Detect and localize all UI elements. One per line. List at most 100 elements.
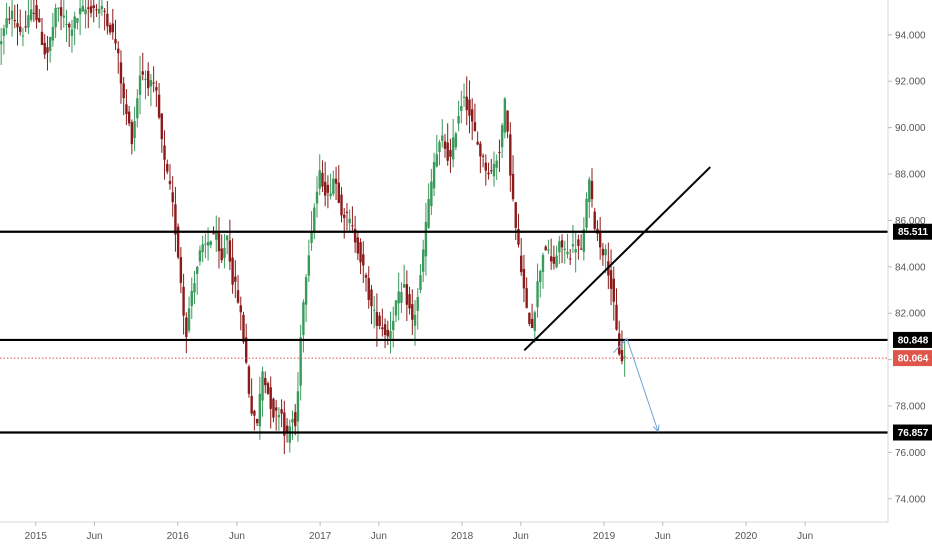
- y-axis-background: [888, 0, 932, 550]
- candle-body: [190, 290, 193, 306]
- candle: [375, 293, 379, 347]
- candle-body: [294, 412, 297, 427]
- candle-body: [51, 26, 55, 41]
- candle: [255, 418, 259, 427]
- candle: [179, 247, 183, 294]
- candle-body: [419, 275, 422, 290]
- candle: [362, 241, 365, 283]
- candle: [8, 6, 11, 25]
- candle: [264, 371, 267, 394]
- y-tick-label: 78.000: [895, 402, 926, 413]
- candle-body: [400, 292, 403, 303]
- candle-body: [402, 284, 406, 288]
- candle: [84, 0, 87, 29]
- candle-body: [547, 249, 550, 251]
- candle-body: [258, 393, 262, 427]
- candle: [16, 3, 19, 46]
- candle: [48, 36, 52, 63]
- candle: [424, 202, 428, 276]
- candle-body: [329, 193, 332, 197]
- candle-body: [620, 350, 624, 362]
- candle-body: [255, 418, 259, 424]
- level-price-badge: [893, 424, 932, 441]
- candle-body: [40, 31, 44, 45]
- candle: [421, 239, 425, 283]
- candle: [604, 244, 607, 274]
- candle-body: [416, 296, 419, 311]
- candle: [294, 404, 297, 436]
- candle: [190, 277, 193, 320]
- candle: [530, 303, 534, 329]
- candle: [223, 233, 226, 269]
- candle-body: [623, 356, 626, 358]
- candle-body: [130, 122, 134, 145]
- candle-body: [353, 228, 357, 243]
- candle-body: [454, 133, 458, 148]
- y-tick-label: 90.000: [895, 123, 926, 134]
- level-price-badge: [893, 331, 932, 348]
- candle-body: [522, 268, 526, 289]
- x-tick-label: 2020: [735, 531, 758, 542]
- candle: [193, 270, 196, 305]
- candle-body: [24, 26, 27, 28]
- candle: [163, 130, 166, 180]
- candle-body: [544, 246, 547, 251]
- candle-body: [435, 154, 439, 167]
- y-tick-label: 92.000: [895, 77, 926, 88]
- last-price-badge: [893, 350, 932, 367]
- candle: [217, 217, 221, 269]
- candle: [280, 399, 283, 428]
- candle-body: [272, 398, 275, 418]
- candle-body: [13, 20, 16, 22]
- candle-body: [117, 48, 120, 54]
- candle-body: [536, 281, 539, 308]
- candle-body: [228, 240, 232, 262]
- candle: [484, 154, 488, 186]
- candle: [332, 170, 335, 197]
- candle-body: [533, 312, 537, 331]
- candle: [307, 239, 311, 283]
- candle: [411, 289, 414, 335]
- candle-body: [171, 192, 174, 203]
- candle-body: [48, 36, 52, 51]
- candle-body: [345, 211, 349, 213]
- candle: [438, 139, 441, 166]
- candle: [449, 138, 452, 173]
- candle-body: [176, 226, 180, 258]
- candle-body: [323, 181, 327, 196]
- candle-body: [397, 291, 400, 304]
- candle: [353, 215, 357, 253]
- candle-body: [114, 39, 117, 44]
- candle: [596, 220, 599, 241]
- candle: [498, 139, 501, 172]
- candle-body: [541, 255, 545, 273]
- candle: [245, 323, 248, 365]
- x-tick-label: 2018: [451, 531, 474, 542]
- candle: [250, 378, 253, 416]
- candle: [462, 83, 466, 107]
- candle: [27, 0, 30, 35]
- candle: [506, 110, 509, 139]
- candle-body: [223, 247, 226, 259]
- candle: [446, 123, 449, 166]
- candle-body: [78, 8, 82, 15]
- candle-body: [438, 142, 441, 152]
- candle-body: [315, 191, 319, 204]
- candle-body: [209, 241, 213, 245]
- candle: [340, 187, 343, 223]
- candle-body: [138, 75, 142, 95]
- candle-body: [236, 290, 240, 303]
- trendline: [523, 166, 711, 352]
- candle: [566, 233, 569, 259]
- candle: [620, 330, 624, 365]
- candle: [168, 164, 172, 190]
- candle: [351, 206, 354, 233]
- candle-body: [367, 278, 370, 300]
- candle-body: [590, 181, 594, 200]
- candle-body: [65, 23, 68, 25]
- candle-body: [326, 184, 330, 193]
- candle: [130, 119, 134, 155]
- y-tick-label: 76.000: [895, 448, 926, 459]
- candle: [138, 56, 142, 115]
- y-axis: 74.00076.00078.00080.00082.00084.00086.0…: [887, 0, 932, 550]
